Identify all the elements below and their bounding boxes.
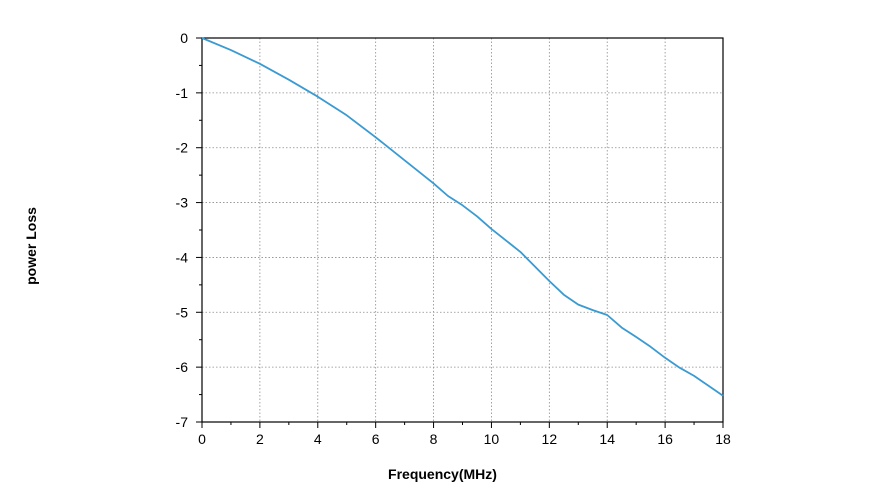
y-tick-label: 0 bbox=[180, 30, 188, 46]
y-tick-label: -1 bbox=[176, 85, 189, 101]
series-line bbox=[201, 37, 724, 397]
x-tick-label: 10 bbox=[484, 431, 500, 447]
x-tick-label: 0 bbox=[198, 431, 206, 447]
x-tick-label: 18 bbox=[715, 431, 731, 447]
y-tick-label: -7 bbox=[176, 414, 189, 430]
y-tick-label: -4 bbox=[176, 249, 189, 265]
x-tick-label: 4 bbox=[314, 431, 322, 447]
y-tick-label: -6 bbox=[176, 359, 189, 375]
y-tick-label: -3 bbox=[176, 195, 189, 211]
x-tick-label: 14 bbox=[599, 431, 615, 447]
y-tick-label: -5 bbox=[176, 304, 189, 320]
x-tick-label: 6 bbox=[372, 431, 380, 447]
y-tick-label: -2 bbox=[176, 140, 189, 156]
x-tick-label: 2 bbox=[256, 431, 264, 447]
x-axis-title: Frequency(MHz) bbox=[388, 466, 497, 482]
plot-frame bbox=[201, 37, 724, 423]
x-tick-label: 8 bbox=[430, 431, 438, 447]
x-tick-label: 12 bbox=[542, 431, 558, 447]
x-tick-label: 16 bbox=[657, 431, 673, 447]
grid-lines bbox=[202, 38, 723, 422]
minor-ticks bbox=[199, 64, 695, 425]
x-axis-ticks: 0 2 4 6 8 10 12 14 16 18 bbox=[198, 422, 731, 447]
y-axis-title: power Loss bbox=[23, 207, 39, 285]
y-axis-ticks: 0 -1 -2 -3 -4 -5 -6 -7 bbox=[176, 30, 202, 430]
